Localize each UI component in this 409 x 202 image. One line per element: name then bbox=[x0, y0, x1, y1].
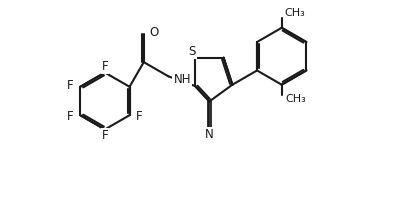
Text: F: F bbox=[101, 129, 108, 142]
Text: N: N bbox=[205, 128, 214, 141]
Text: S: S bbox=[189, 45, 196, 58]
Text: F: F bbox=[101, 60, 108, 73]
Text: F: F bbox=[67, 79, 74, 92]
Text: F: F bbox=[67, 110, 74, 123]
Text: F: F bbox=[136, 110, 142, 123]
Text: CH₃: CH₃ bbox=[285, 8, 305, 18]
Text: NH: NH bbox=[173, 73, 191, 86]
Text: CH₃: CH₃ bbox=[285, 95, 306, 104]
Text: O: O bbox=[149, 26, 159, 39]
